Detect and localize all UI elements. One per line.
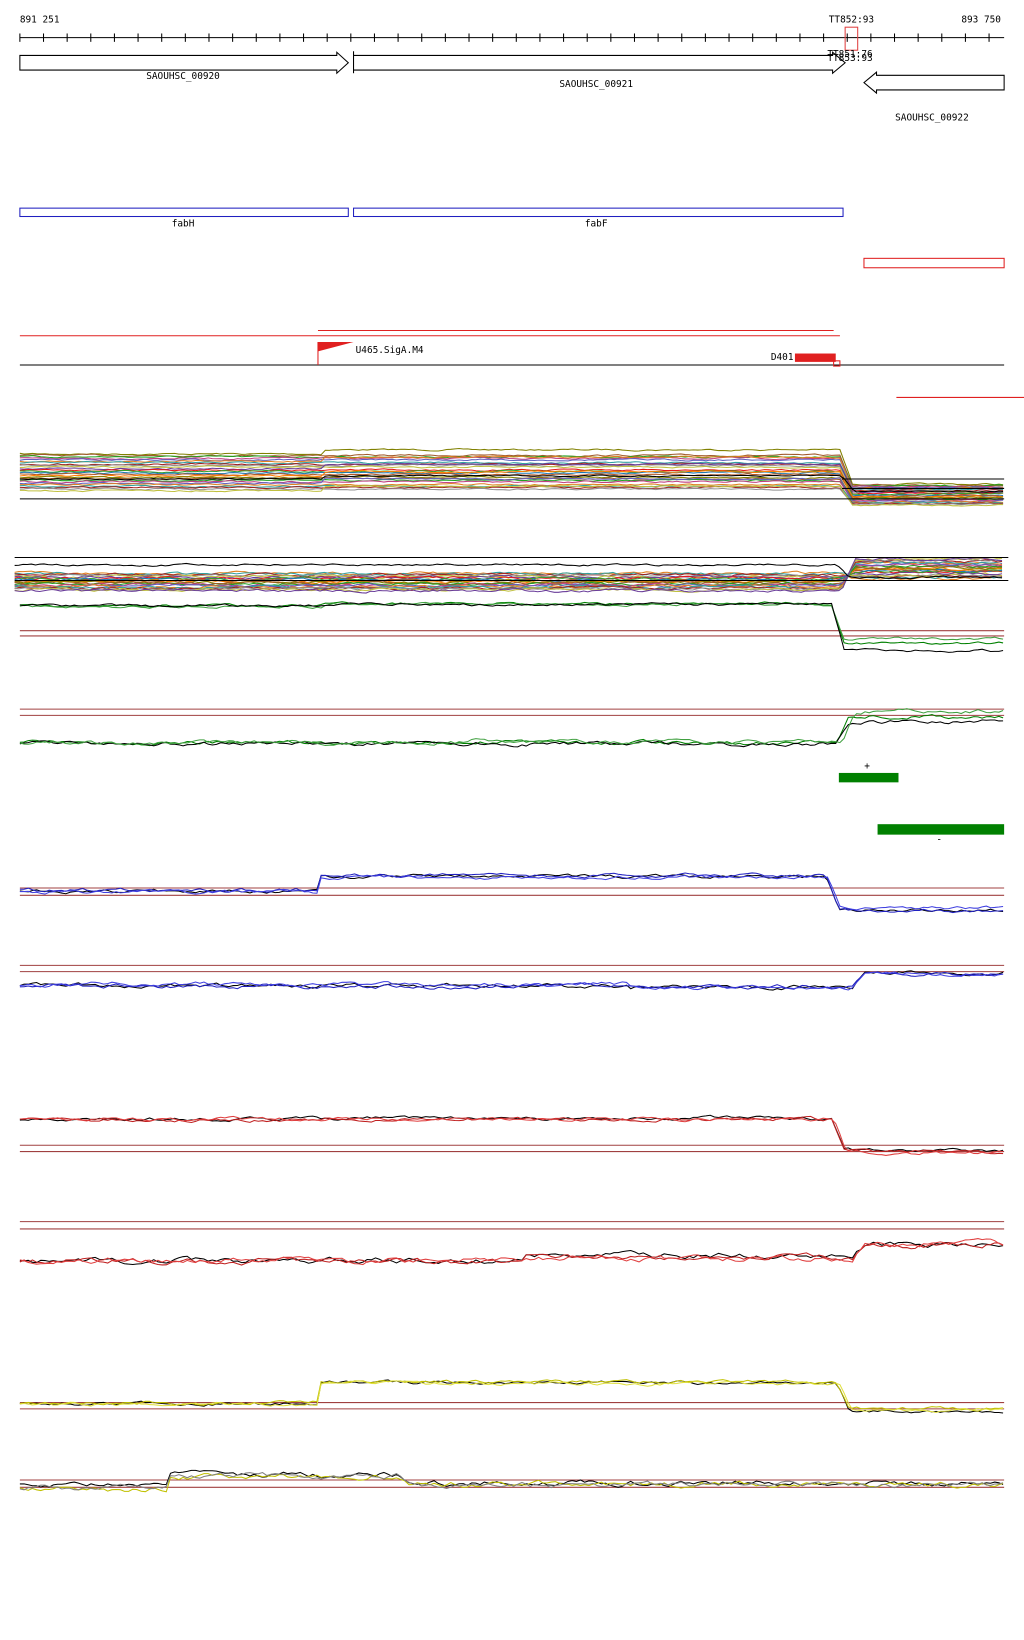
expression-trace: [19, 1242, 1004, 1266]
expression-trace: [19, 455, 1004, 491]
annotation-box: [19, 207, 349, 218]
feature-box: [863, 257, 1005, 269]
terminator-label: TT853:93: [827, 53, 872, 64]
expression-trace: [19, 1115, 1004, 1155]
strand-minus-label: -: [936, 834, 942, 845]
terminator-label: TT851:76: [827, 49, 873, 60]
expression-trace: [19, 465, 1004, 494]
promoter-label: U465.SigA.M4: [356, 345, 424, 356]
expression-trace: [19, 873, 1004, 913]
expression-trace: [19, 971, 1004, 991]
gene-label: SAOUHSC_00922: [895, 113, 969, 124]
expression-trace: [14, 569, 1003, 582]
strand-plus-label: +: [864, 761, 870, 772]
expression-trace: [19, 719, 1004, 748]
gene-arrow: [19, 51, 350, 75]
annotation-box: [353, 207, 844, 218]
expression-tracks: [14, 447, 1009, 1493]
ruler-start: 891 251: [20, 14, 60, 25]
expression-trace: [19, 714, 1004, 747]
expression-trace: [19, 971, 1004, 990]
expression-trace: [19, 485, 1004, 505]
annotation-label: fabF: [585, 218, 608, 229]
ruler-ticks: [19, 33, 990, 42]
terminator-feature-label: D401: [771, 352, 794, 363]
gene-arrow: [863, 71, 1005, 95]
expression-trace: [19, 447, 1004, 487]
annotation-label: fabH: [172, 218, 195, 229]
strand-plus-box: [838, 772, 899, 783]
expression-trace: [19, 460, 1004, 491]
expression-trace: [19, 601, 1004, 645]
expression-trace: [19, 458, 1004, 489]
expression-trace: [19, 601, 1004, 641]
promoter-flag: [317, 342, 354, 352]
ruler-end: 893 750: [961, 14, 1001, 25]
marker-box: [844, 26, 859, 51]
expression-trace: [19, 487, 1004, 506]
gene-label: SAOUHSC_00920: [146, 71, 220, 82]
expression-trace: [19, 477, 1004, 503]
expression-trace: [19, 1379, 1004, 1412]
expression-trace: [19, 874, 1004, 911]
expression-trace: [19, 1379, 1004, 1414]
expression-trace: [19, 462, 1004, 495]
expression-trace: [19, 708, 1004, 747]
expression-trace: [19, 484, 1004, 507]
expression-trace: [14, 571, 1003, 580]
expression-trace: [19, 463, 1004, 493]
expression-trace: [14, 557, 1003, 593]
expression-trace: [19, 1380, 1004, 1414]
expression-trace: [19, 602, 1004, 653]
expression-trace: [19, 474, 1004, 493]
gene-arrow: [353, 51, 846, 75]
terminator-tick: [833, 360, 841, 367]
expression-trace: [19, 1471, 1004, 1491]
expression-trace: [19, 872, 1004, 914]
expression-trace: [14, 557, 1003, 594]
expression-trace: [19, 483, 1004, 504]
terminator-box: [794, 353, 836, 362]
expression-trace: [19, 480, 1004, 502]
strand-minus-box: [877, 824, 1005, 835]
gene-label: SAOUHSC_00921: [559, 79, 633, 90]
expression-trace: [19, 468, 1004, 495]
expression-trace: [19, 1115, 1004, 1156]
expression-trace: [14, 561, 1003, 589]
expression-trace: [14, 562, 1003, 580]
ruler-marker: TT852:93: [829, 14, 874, 25]
expression-trace: [19, 1238, 1004, 1266]
